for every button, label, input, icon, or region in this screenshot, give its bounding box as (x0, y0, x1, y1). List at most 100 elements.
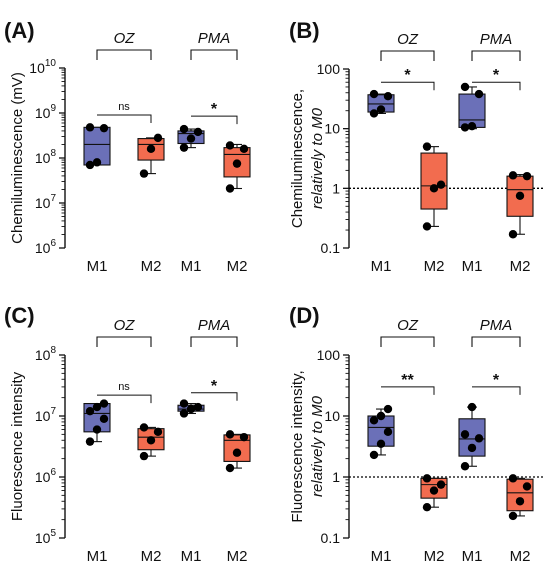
significance-bracket (472, 81, 521, 91)
data-point (186, 134, 196, 143)
data-point (225, 430, 235, 439)
data-point (92, 158, 102, 167)
y-tick-label: 10 (324, 121, 340, 137)
significance-bracket (472, 386, 521, 395)
data-point (85, 123, 95, 132)
x-tick-label: M2 (227, 258, 248, 275)
panel-title: (B) (289, 18, 320, 43)
panel-title: (C) (4, 303, 35, 328)
data-point (369, 450, 379, 460)
x-tick-label: M2 (510, 258, 531, 275)
data-point (383, 92, 393, 101)
significance-label: ns (118, 101, 130, 113)
x-tick-label: M1 (462, 548, 483, 565)
data-point (383, 404, 393, 414)
data-point (146, 144, 156, 154)
data-point (460, 82, 470, 92)
y-tick-label: 109 (35, 103, 57, 121)
y-tick-label: 100 (317, 61, 341, 77)
data-point (515, 497, 525, 506)
y-axis-label: Fluorescence intensity, (289, 370, 306, 522)
x-tick-label: M2 (141, 548, 162, 565)
data-point (99, 414, 109, 423)
y-tick-label: 10 (324, 408, 340, 424)
y-tick-label: 108 (35, 345, 57, 363)
y-tick-label: 107 (35, 406, 57, 424)
significance-label: * (493, 67, 500, 84)
y-tick-label: 1 (332, 180, 340, 196)
y-tick-label: 0.1 (321, 240, 341, 256)
y-tick-label: 106 (35, 467, 57, 485)
chart-panel: (B) 0.1 1 10 100 Chemiluminescence, relatively… (289, 18, 543, 275)
group-label: OZ (114, 30, 136, 47)
significance-label: * (211, 378, 218, 395)
y-tick-label: 107 (35, 193, 57, 211)
data-point (460, 462, 470, 471)
box-m1 (458, 93, 486, 128)
x-tick-label: M1 (462, 258, 483, 275)
y-tick-label: 106 (35, 238, 57, 256)
y-tick-label: 1010 (29, 58, 56, 76)
data-point (85, 160, 95, 170)
significance-label: ** (401, 372, 414, 389)
group-label: OZ (397, 31, 419, 48)
x-tick-label: M2 (510, 548, 531, 565)
data-point (422, 474, 432, 483)
data-point (436, 480, 446, 489)
data-point (383, 427, 393, 437)
data-point (369, 89, 379, 99)
y-tick-label: 0.1 (321, 530, 341, 546)
data-point (508, 171, 518, 180)
data-point (376, 439, 386, 449)
x-tick-label: M1 (181, 258, 202, 275)
x-tick-label: M2 (141, 258, 162, 275)
data-point (146, 436, 156, 445)
data-point (467, 121, 477, 131)
panel-title: (D) (289, 303, 320, 328)
group-label: PMA (198, 317, 231, 334)
x-tick-label: M1 (181, 548, 202, 565)
data-point (474, 89, 484, 99)
data-point (179, 399, 189, 408)
data-point (139, 169, 149, 178)
data-point (225, 463, 235, 473)
group-bracket (190, 336, 238, 347)
significance-label: ns (118, 381, 130, 393)
x-tick-label: M2 (227, 548, 248, 565)
data-point (99, 399, 109, 408)
significance-bracket (191, 115, 238, 125)
group-label: OZ (114, 317, 136, 334)
significance-bracket (381, 386, 435, 395)
data-point (225, 184, 235, 193)
data-point (239, 144, 249, 154)
data-point (474, 434, 484, 443)
x-tick-label: M2 (424, 548, 445, 565)
significance-bracket (191, 392, 238, 401)
significance-bracket (381, 81, 435, 91)
data-point (422, 502, 432, 512)
data-point (515, 191, 525, 200)
data-point (376, 411, 386, 421)
y-tick-label: 1 (332, 469, 340, 485)
data-point (467, 443, 477, 453)
group-bracket (380, 50, 435, 61)
group-label: PMA (480, 31, 513, 48)
data-point (460, 123, 470, 132)
significance-label: * (493, 372, 500, 389)
group-bracket (471, 336, 521, 347)
x-tick-label: M1 (371, 258, 392, 275)
data-point (232, 448, 242, 457)
data-point (153, 427, 163, 437)
group-label: PMA (198, 30, 231, 47)
data-point (179, 143, 189, 152)
data-point (99, 123, 109, 133)
data-point (85, 437, 95, 446)
y-axis-label: Chemiluminescence, (289, 89, 306, 228)
x-tick-label: M1 (87, 258, 108, 275)
data-point (522, 482, 532, 491)
data-point (436, 180, 446, 189)
data-point (508, 511, 518, 521)
data-point (186, 404, 196, 414)
